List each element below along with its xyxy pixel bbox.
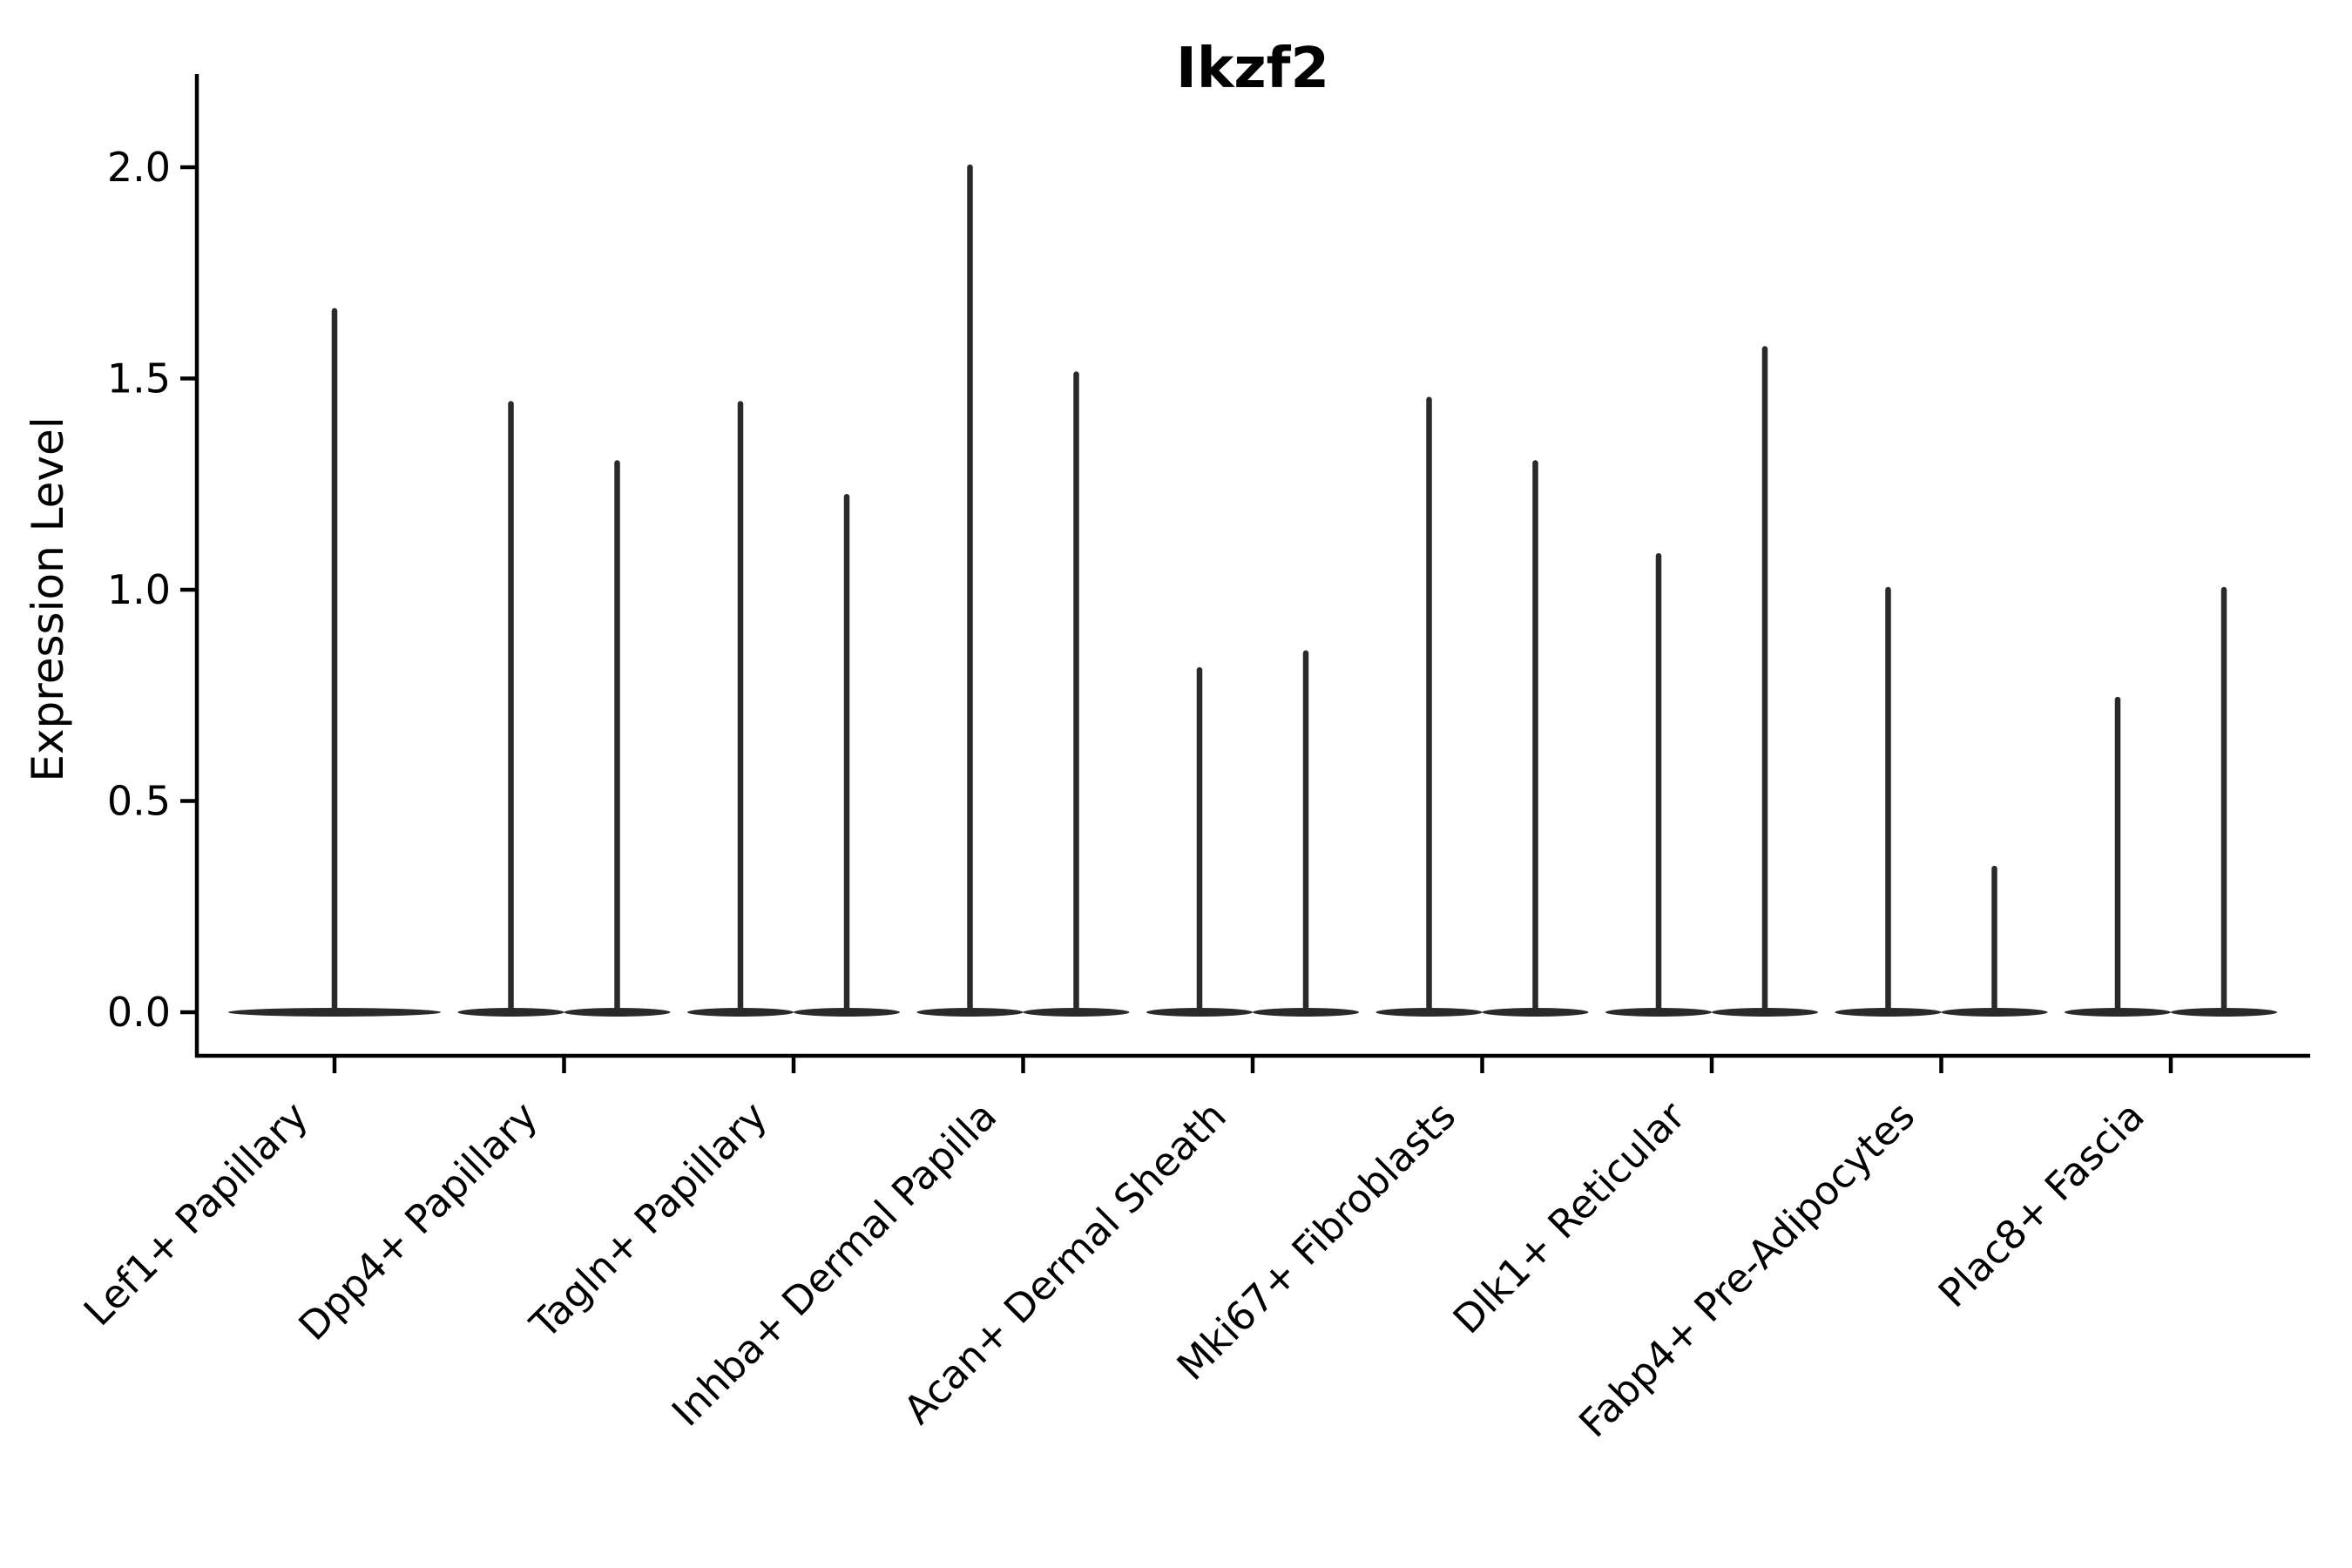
y-tick-label: 1.5 (107, 355, 171, 402)
x-tick-label: Lef1+ Papillary (75, 1092, 317, 1335)
chart-title: Ikzf2 (1176, 37, 1329, 101)
x-tick-label: Plac8+ Fascia (1930, 1092, 2153, 1316)
x-tick-label: Dlk1+ Reticular (1444, 1092, 1694, 1342)
x-tick-label: Tagln+ Papillary (521, 1092, 776, 1348)
x-tick-label: Dpp4+ Papillary (289, 1092, 546, 1349)
y-axis-title: Expression Level (23, 416, 73, 781)
y-tick-label: 0.0 (107, 989, 171, 1036)
y-tick-label: 0.5 (107, 778, 171, 825)
y-tick-label: 1.0 (107, 566, 171, 613)
y-tick-label: 2.0 (107, 144, 171, 191)
